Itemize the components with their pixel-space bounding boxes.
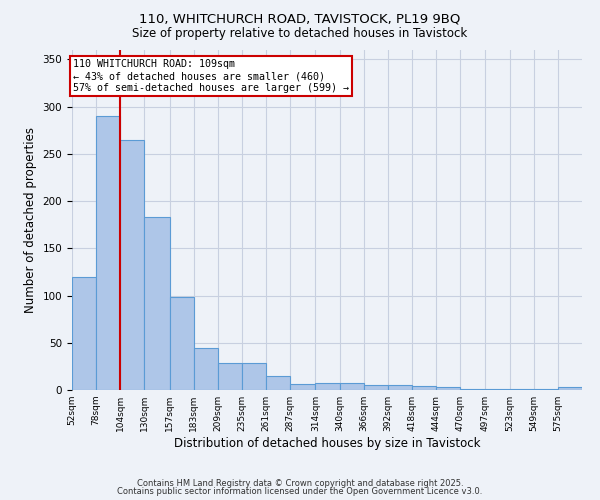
Bar (412, 386, 436, 390)
Bar (194, 348, 218, 390)
Bar (340, 384, 364, 390)
Bar (96, 116, 121, 390)
Bar (242, 362, 266, 390)
Text: Contains public sector information licensed under the Open Government Licence v3: Contains public sector information licen… (118, 487, 482, 496)
Bar (364, 386, 388, 390)
Text: Size of property relative to detached houses in Tavistock: Size of property relative to detached ho… (133, 28, 467, 40)
Bar (533, 389, 558, 390)
Bar (170, 298, 194, 390)
X-axis label: Distribution of detached houses by size in Tavistock: Distribution of detached houses by size … (174, 437, 480, 450)
Y-axis label: Number of detached properties: Number of detached properties (24, 127, 37, 313)
Bar (509, 389, 533, 390)
Bar (266, 376, 290, 390)
Bar (316, 384, 340, 390)
Bar (436, 387, 460, 390)
Bar (145, 217, 170, 390)
Text: 110, WHITCHURCH ROAD, TAVISTOCK, PL19 9BQ: 110, WHITCHURCH ROAD, TAVISTOCK, PL19 9B… (139, 12, 461, 26)
Bar (72, 276, 96, 390)
Text: 110 WHITCHURCH ROAD: 109sqm
← 43% of detached houses are smaller (460)
57% of se: 110 WHITCHURCH ROAD: 109sqm ← 43% of det… (73, 60, 349, 92)
Bar (485, 389, 509, 390)
Bar (218, 362, 242, 390)
Bar (121, 140, 145, 390)
Bar (460, 389, 485, 390)
Text: Contains HM Land Registry data © Crown copyright and database right 2025.: Contains HM Land Registry data © Crown c… (137, 478, 463, 488)
Bar (290, 384, 316, 390)
Bar (388, 386, 412, 390)
Bar (558, 387, 582, 390)
